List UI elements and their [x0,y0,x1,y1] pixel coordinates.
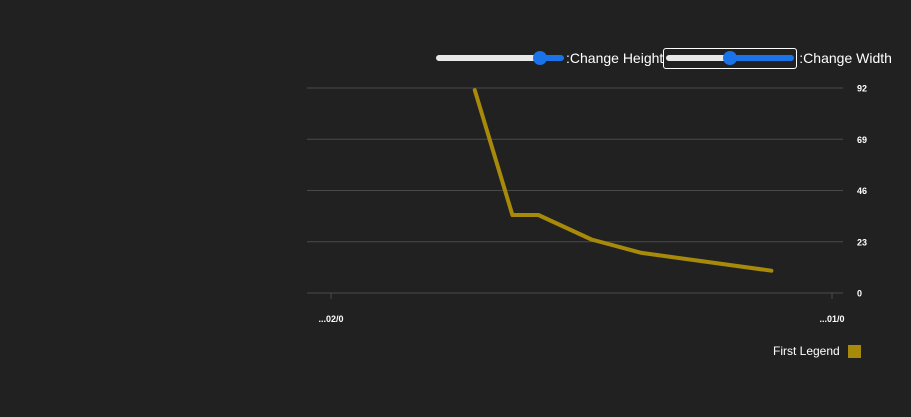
x-tick-label: ...02/0 [318,314,343,324]
width-slider-wrap [663,47,798,69]
series-line [472,88,774,273]
legend-swatch [847,344,861,358]
y-tick-label: 92 [857,84,867,94]
y-tick-label: 0 [857,289,862,299]
change-height-label: :Change Height [566,50,664,66]
y-tick-label: 23 [857,237,867,247]
legend-label: First Legend [773,344,840,358]
chart-controls: :Change Height :Change Width [436,47,892,69]
x-tick-label: ...01/0 [819,314,844,324]
y-tick-label: 69 [857,135,867,145]
chart-legend: First Legend [773,344,861,358]
height-slider-wrap [436,48,564,68]
y-tick-label: 46 [857,186,867,196]
change-width-slider[interactable] [666,55,795,61]
change-height-slider[interactable] [436,55,564,61]
change-width-label: :Change Width [799,50,892,66]
